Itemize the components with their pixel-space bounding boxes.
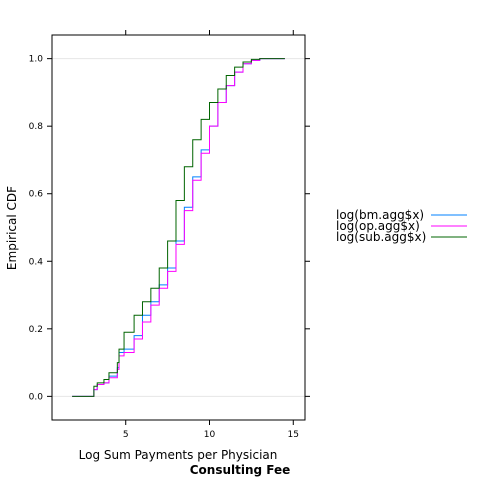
x-tick-label: 5 <box>123 430 129 440</box>
legend-label: log(bm.agg$x) <box>336 208 424 222</box>
legend-label: log(sub.agg$x) <box>336 230 426 244</box>
plot-panel <box>51 34 306 421</box>
y-tick-label: 0.4 <box>29 257 44 267</box>
y-axis-title: Empirical CDF <box>5 186 19 270</box>
series-line <box>72 58 285 397</box>
y-tick-label: 0.2 <box>29 325 43 335</box>
y-tick-label: 1.0 <box>29 55 44 65</box>
y-tick-label: 0.0 <box>29 392 44 402</box>
series-lines <box>72 58 285 397</box>
y-axis-ticks: 0.0 0.2 0.4 0.6 0.8 1.0 <box>29 55 310 402</box>
x-axis-subtitle: Consulting Fee <box>190 463 291 477</box>
series-line <box>72 58 285 397</box>
x-tick-label: 15 <box>288 430 299 440</box>
y-tick-label: 0.6 <box>29 190 44 200</box>
series-line <box>72 58 285 397</box>
x-tick-label: 10 <box>204 430 216 440</box>
reference-lines <box>52 58 305 397</box>
legend: log(bm.agg$x)log(op.agg$x)log(sub.agg$x) <box>336 208 467 244</box>
legend-label: log(op.agg$x) <box>336 219 420 233</box>
x-axis-title: Log Sum Payments per Physician <box>79 448 278 462</box>
x-axis-ticks: 5 10 15 <box>123 30 299 440</box>
y-tick-label: 0.8 <box>29 122 44 132</box>
